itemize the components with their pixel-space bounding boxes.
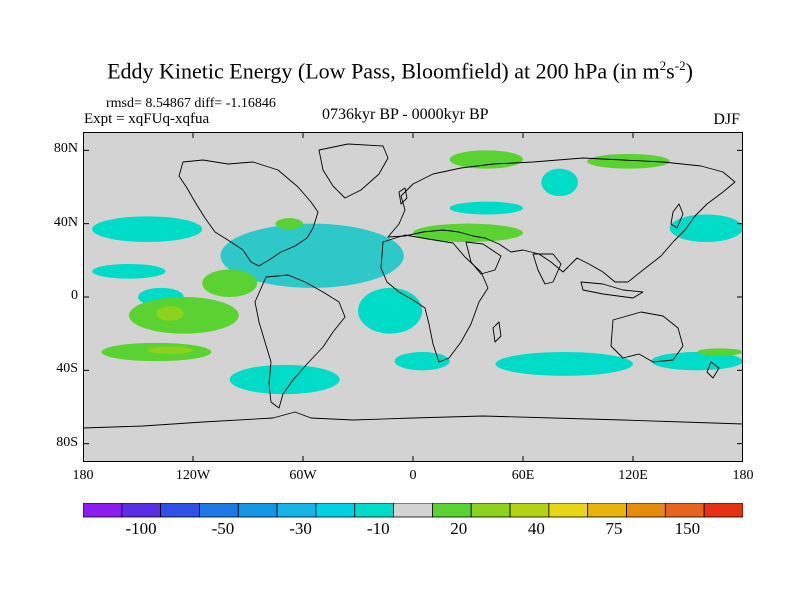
y-tick-label: 80N bbox=[53, 141, 78, 157]
x-tick-label: 60E bbox=[511, 468, 535, 483]
anomaly-region-positive bbox=[128, 297, 239, 334]
coastline-eurasia bbox=[387, 157, 736, 283]
colorbar bbox=[83, 503, 743, 518]
colorbar-box bbox=[664, 503, 705, 518]
anomaly-region-negative bbox=[495, 352, 633, 376]
anomaly-region-negative bbox=[651, 352, 743, 371]
x-tick-label: 0 bbox=[409, 468, 417, 483]
x-tick-label: 60W bbox=[289, 468, 317, 483]
colorbar-box bbox=[626, 503, 666, 518]
title-sup-2: -2 bbox=[674, 58, 686, 73]
coastline-madagascar bbox=[492, 321, 502, 343]
colorbar-box bbox=[548, 503, 589, 518]
colorbar-label: -10 bbox=[366, 519, 390, 538]
title-unit-s: s bbox=[666, 58, 675, 84]
anomaly-region-negative bbox=[541, 168, 578, 197]
coastline-britain bbox=[398, 187, 408, 205]
y-tick-label: 40N bbox=[53, 214, 78, 230]
stats-text: rmsd= 8.54867 diff= -1.16846 bbox=[106, 96, 276, 111]
y-tick-label: 80S bbox=[56, 434, 78, 450]
colorbar-label: -30 bbox=[289, 519, 312, 538]
colorbar-label: -50 bbox=[211, 519, 235, 538]
anomaly-region-positive bbox=[458, 223, 478, 233]
y-tick-label: 0 bbox=[71, 288, 78, 303]
coastlines bbox=[83, 143, 743, 429]
colorbar-box bbox=[83, 503, 123, 518]
colorbar-box bbox=[121, 503, 162, 518]
colorbar-box bbox=[703, 503, 743, 518]
anomaly-region-negative bbox=[449, 201, 523, 215]
title-close: ) bbox=[685, 58, 693, 84]
y-tick-label: 40S bbox=[56, 361, 78, 377]
colorbar-label: 40 bbox=[527, 519, 545, 538]
anomaly-region-negative bbox=[92, 216, 203, 242]
coastline-indonesia bbox=[580, 281, 644, 299]
coastline-arabia bbox=[465, 241, 502, 275]
experiment-label: Expt = xqFUq-xqfua bbox=[84, 111, 210, 127]
map-axes bbox=[83, 132, 743, 462]
coastline-north-america bbox=[178, 159, 319, 267]
anomaly-region-negative bbox=[394, 352, 450, 371]
anomaly-region-positive bbox=[587, 154, 670, 169]
colorbar-box bbox=[354, 503, 394, 518]
colorbar-box bbox=[315, 503, 356, 518]
title-sup-1: 2 bbox=[659, 58, 667, 73]
title-text: Eddy Kinetic Energy (Low Pass, Bloomfiel… bbox=[107, 58, 660, 84]
coastline-antarctica bbox=[83, 411, 743, 429]
colorbar-box bbox=[470, 503, 511, 518]
x-tick-label: 180 bbox=[72, 468, 94, 483]
x-tick-label: 120E bbox=[618, 468, 648, 483]
anomaly-region-positive bbox=[156, 306, 184, 321]
colorbar-box bbox=[393, 503, 433, 518]
period-label: 0736kyr BP - 0000kyr BP bbox=[322, 106, 489, 123]
coastline-africa bbox=[380, 234, 489, 363]
anomaly-region-negative bbox=[220, 223, 404, 288]
anomaly-region-positive bbox=[449, 150, 523, 169]
colorbar-boxes bbox=[83, 503, 743, 518]
anomaly-region-negative bbox=[229, 364, 340, 395]
colorbar-box bbox=[276, 503, 317, 518]
anomaly-region-negative bbox=[669, 214, 743, 242]
coastline-india bbox=[532, 253, 562, 285]
coastline-south-america bbox=[254, 274, 346, 409]
colorbar-label: 20 bbox=[450, 519, 468, 538]
chart-title: Eddy Kinetic Energy (Low Pass, Bloomfiel… bbox=[0, 58, 800, 84]
coastline-new-zealand bbox=[706, 361, 720, 379]
coastline-japan bbox=[670, 203, 684, 229]
anomaly-region-positive bbox=[275, 218, 303, 230]
coastline-greenland bbox=[318, 143, 389, 199]
anomaly-region-positive bbox=[697, 348, 743, 356]
colorbar-box bbox=[509, 503, 550, 518]
anomaly-region-positive bbox=[413, 223, 523, 242]
map-plot bbox=[83, 132, 743, 462]
season-label: DJF bbox=[713, 111, 740, 128]
anomaly-region-negative bbox=[92, 264, 166, 279]
colorbar-label: -100 bbox=[125, 519, 157, 538]
anomaly-region-positive bbox=[147, 346, 193, 354]
x-tick-label: 180 bbox=[732, 468, 754, 483]
colorbar-box bbox=[587, 503, 627, 518]
anomaly-region-negative bbox=[358, 287, 423, 334]
colorbar-label: 75 bbox=[605, 519, 623, 538]
coastline-australia bbox=[610, 311, 684, 363]
anomaly-regions bbox=[92, 150, 743, 395]
colorbar-box bbox=[160, 503, 200, 518]
anomaly-region-positive bbox=[202, 269, 258, 297]
colorbar-box bbox=[237, 503, 278, 518]
colorbar-label: 150 bbox=[674, 519, 701, 538]
x-tick-label: 120W bbox=[175, 468, 211, 483]
colorbar-box bbox=[432, 503, 472, 518]
colorbar-box bbox=[199, 503, 239, 518]
